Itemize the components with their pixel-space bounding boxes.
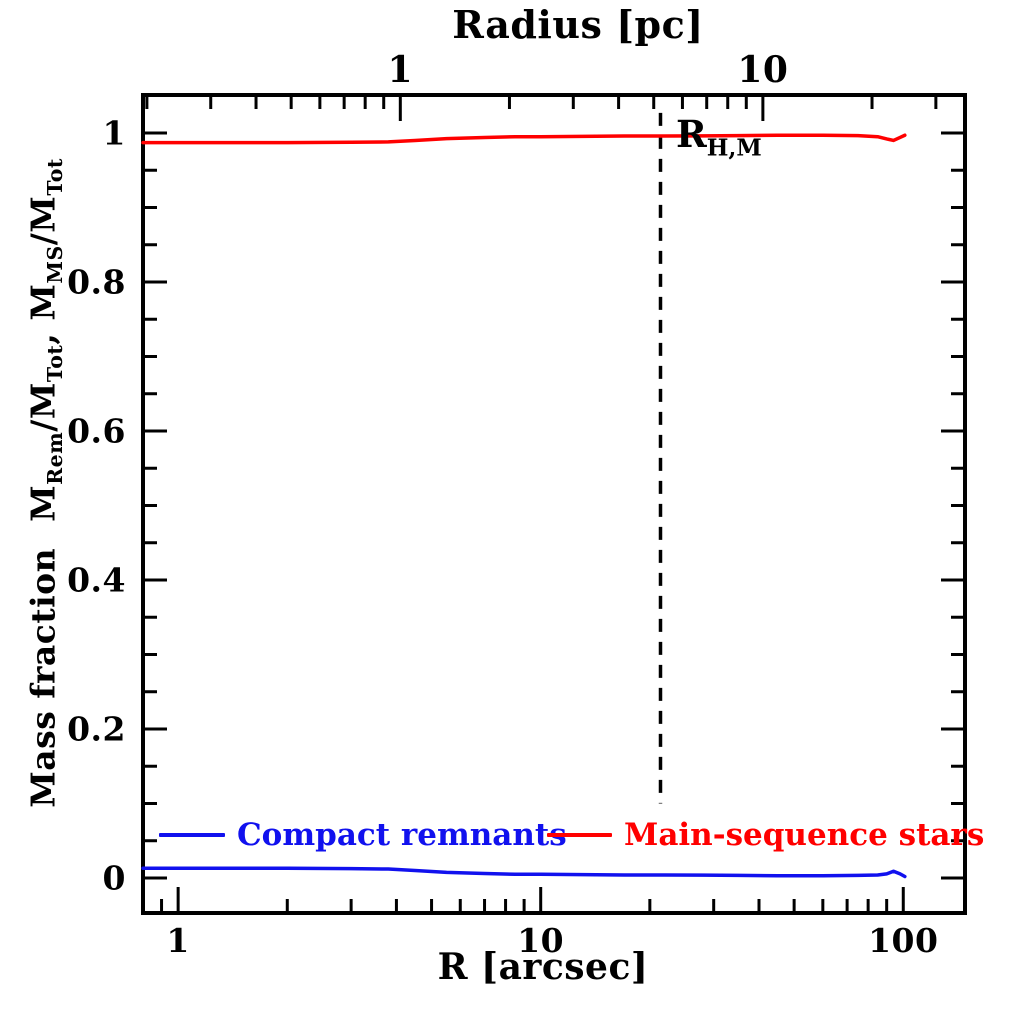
y-axis-tick-label: 0.2 <box>67 709 126 749</box>
legend-line-main-sequence <box>547 833 612 837</box>
top-axis-tick-label: 1 <box>387 49 414 91</box>
x-axis-title: R [arcsec] <box>437 946 649 988</box>
half-mass-radius-label: RH,M <box>676 112 762 162</box>
bottom-axis-tick-label: 100 <box>868 921 939 960</box>
y-axis-tick-label: 0.8 <box>67 262 126 302</box>
top-axis-title: Radius [pc] <box>452 2 704 47</box>
y-axis-tick-label: 1 <box>102 113 126 153</box>
legend-label-main-sequence: Main-sequence stars <box>624 817 985 853</box>
bottom-axis-tick-label: 1 <box>166 921 190 960</box>
y-axis-title-text: Mass fraction <box>23 547 63 808</box>
y-axis-tick-label: 0.4 <box>67 560 126 600</box>
y-axis-title: Mass fractionMRem/MTot,MMS/MTot <box>23 158 68 808</box>
top-axis-tick-label: 10 <box>737 49 789 91</box>
legend-label-compact-remnants: Compact remnants <box>237 817 567 853</box>
y-axis-tick-label: 0.6 <box>67 411 126 451</box>
compact-remnants-series-line <box>141 866 907 879</box>
y-axis-tick-label: 0 <box>102 858 126 898</box>
bottom-axis-tick-label: 10 <box>517 921 565 960</box>
main-sequence-series-line <box>141 133 907 145</box>
plot-frame <box>141 93 967 915</box>
legend-line-compact-remnants <box>159 833 225 837</box>
